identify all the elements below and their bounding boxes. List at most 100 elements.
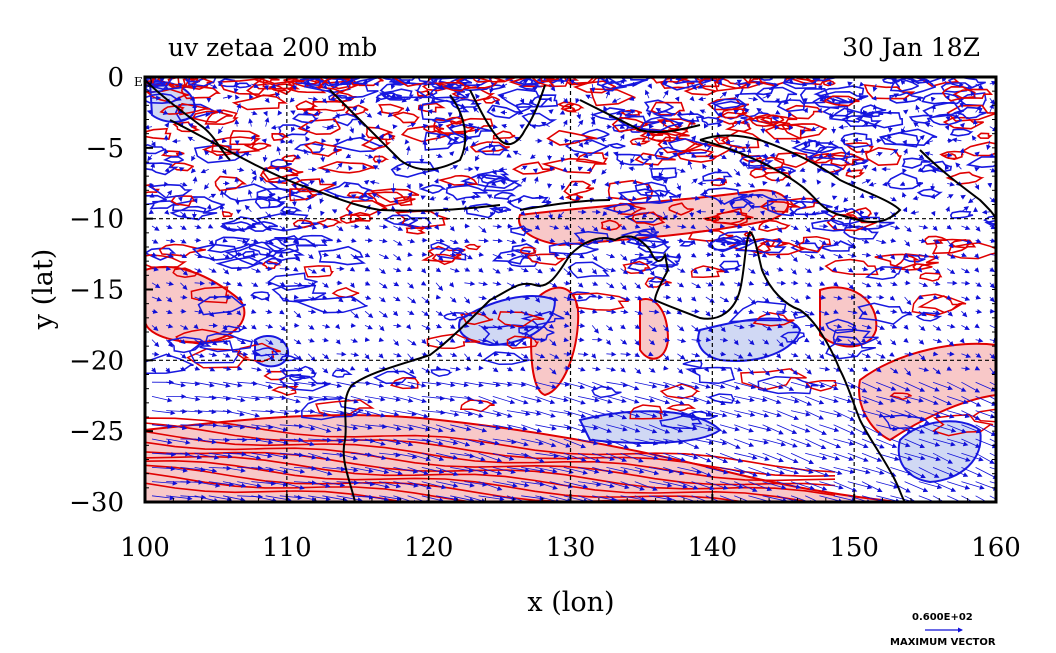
wind-vector [872,83,878,93]
contour-line [316,217,343,228]
wind-vector [944,94,950,101]
contour-line [378,103,405,115]
wind-vector [698,96,706,102]
wind-vector [303,148,309,156]
wind-vector [364,337,371,343]
y-tick-label: −5 [86,134,124,164]
contour-line [647,77,690,84]
wind-vector [876,138,882,144]
wind-vector [783,97,792,105]
wind-vector [549,83,556,92]
wind-vector [646,111,652,118]
wind-vector [989,97,995,105]
contour-line [431,253,462,266]
wind-vector [205,111,211,118]
contour-line [224,244,271,266]
wind-vector [490,106,496,113]
contour-line [267,198,286,209]
wind-vector [532,83,538,93]
wind-vector [853,137,863,143]
wind-vector [248,118,254,127]
wind-vector [902,109,909,115]
wind-vector [277,110,283,116]
contour-line [325,77,381,86]
contour-line [637,239,671,254]
plot-area [145,77,996,502]
contour-line [221,210,234,218]
contour-line [486,104,523,119]
wind-vector [959,147,965,156]
wind-vector [975,83,984,90]
wind-vector [521,165,528,171]
wind-vector [947,152,953,158]
wind-vector [464,92,471,99]
wind-vector [270,83,280,89]
contour-line [563,77,606,86]
wind-vector [335,112,340,119]
contour-line [172,196,225,214]
contour-line [397,217,432,230]
contour-line [145,82,169,94]
wind-vector [164,167,170,173]
wind-vector [291,126,296,133]
wind-vector [611,97,621,103]
wind-vector [474,166,480,172]
y-axis-label: y (lat) [28,249,59,331]
contour-line [863,84,916,100]
contour-line [172,267,200,278]
wind-vector [734,79,743,85]
wind-vector [421,80,429,86]
wind-vector [289,97,295,103]
wind-vector [959,98,965,109]
wind-vector [164,122,170,128]
wind-vector [902,139,907,146]
contour-line [659,415,703,430]
contour-line [452,247,465,255]
contour-line [360,137,392,151]
contour-line [518,326,555,341]
wind-vector [819,96,825,102]
wind-vector [803,107,808,113]
contour-line [749,168,770,179]
wind-vector [308,96,319,102]
wind-vector [287,167,295,173]
wind-vector [176,96,182,101]
contour-line [634,152,676,166]
contour-line [331,369,353,378]
contour-line [493,191,517,200]
contour-line [755,239,806,256]
wind-vector [733,93,740,99]
contour-line [299,77,325,87]
wind-vector [204,124,211,129]
wind-vector [658,169,664,178]
contour-line [889,78,919,92]
wind-vector [376,110,382,116]
max-vector-label: MAXIMUM VECTOR [890,637,996,648]
contour-line [332,113,361,127]
contour-line [297,118,341,136]
wind-vector [290,110,296,115]
wind-vector [628,96,635,101]
contour-line [952,88,994,100]
wind-vector [644,89,650,99]
wind-vector [590,83,596,93]
y-tick-label: −25 [69,417,124,447]
wind-vector [663,294,672,300]
wind-vector [746,147,752,156]
x-axis-label: x (lon) [527,587,614,618]
contour-line [266,272,318,291]
wind-vector [464,122,474,128]
wind-vector [775,98,780,104]
wind-vector [801,126,806,136]
contour-line [668,202,694,216]
wind-vector [847,97,854,104]
wind-vector [689,95,695,102]
wind-vector [769,152,777,158]
corner-tag: EQ [134,75,153,89]
wind-vector [435,83,445,90]
wind-vector [392,124,398,130]
wind-vector [322,83,328,90]
wind-vector [582,153,593,159]
wind-vector [674,96,680,102]
